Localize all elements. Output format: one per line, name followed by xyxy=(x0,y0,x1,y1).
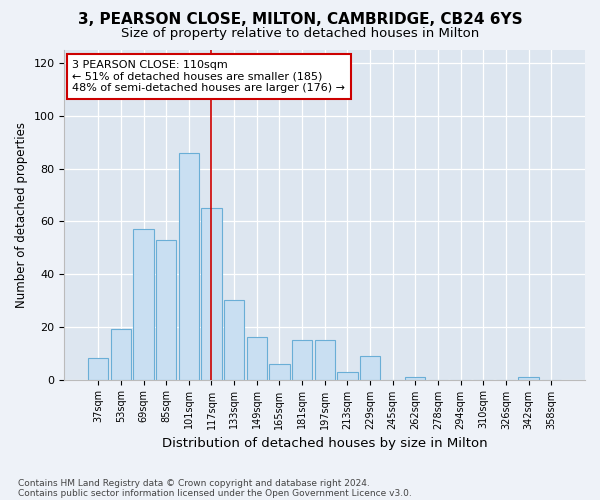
Text: Contains HM Land Registry data © Crown copyright and database right 2024.: Contains HM Land Registry data © Crown c… xyxy=(18,478,370,488)
Bar xyxy=(337,372,358,380)
Bar xyxy=(224,300,244,380)
Bar xyxy=(201,208,221,380)
Bar xyxy=(179,153,199,380)
Bar xyxy=(88,358,109,380)
Y-axis label: Number of detached properties: Number of detached properties xyxy=(15,122,28,308)
Bar xyxy=(360,356,380,380)
X-axis label: Distribution of detached houses by size in Milton: Distribution of detached houses by size … xyxy=(162,437,488,450)
Bar xyxy=(292,340,312,380)
Bar xyxy=(247,338,267,380)
Text: 3 PEARSON CLOSE: 110sqm
← 51% of detached houses are smaller (185)
48% of semi-d: 3 PEARSON CLOSE: 110sqm ← 51% of detache… xyxy=(72,60,345,93)
Text: Contains public sector information licensed under the Open Government Licence v3: Contains public sector information licen… xyxy=(18,488,412,498)
Bar xyxy=(156,240,176,380)
Bar xyxy=(405,377,425,380)
Bar xyxy=(518,377,539,380)
Text: Size of property relative to detached houses in Milton: Size of property relative to detached ho… xyxy=(121,28,479,40)
Bar xyxy=(269,364,290,380)
Text: 3, PEARSON CLOSE, MILTON, CAMBRIDGE, CB24 6YS: 3, PEARSON CLOSE, MILTON, CAMBRIDGE, CB2… xyxy=(77,12,523,28)
Bar xyxy=(111,330,131,380)
Bar xyxy=(133,230,154,380)
Bar xyxy=(314,340,335,380)
